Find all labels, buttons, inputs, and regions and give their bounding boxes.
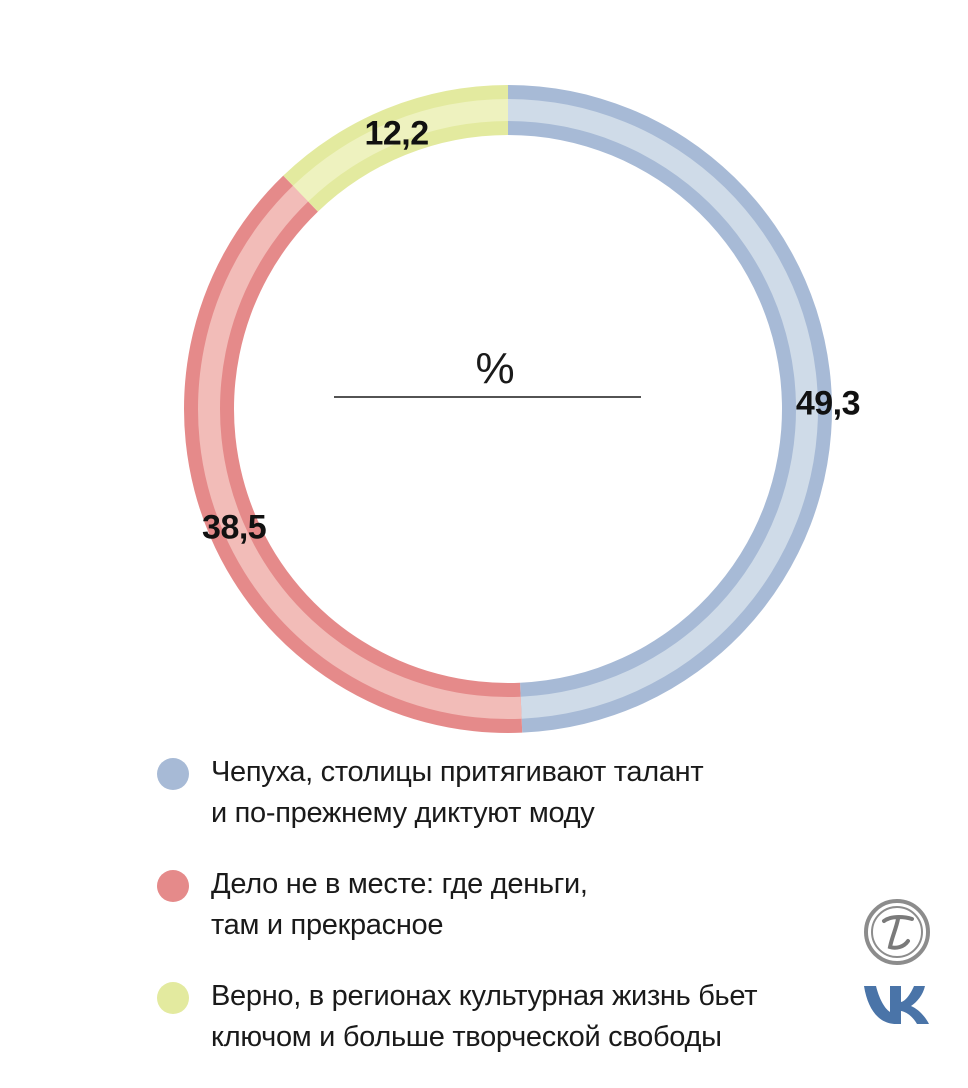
legend-item: Верно, в регионах культурная жизнь бьет … bbox=[157, 976, 777, 1058]
value-label-3: 12,2 bbox=[364, 115, 428, 153]
legend-item: Чепуха, столицы притягивают талант и по-… bbox=[157, 752, 777, 834]
newspaper-emblem-icon bbox=[864, 899, 930, 965]
donut-slice-3-inner-band bbox=[292, 99, 508, 202]
vk-logo-icon bbox=[864, 986, 929, 1024]
donut-slices bbox=[184, 85, 832, 733]
legend-label-line-2: там и прекрасное bbox=[211, 909, 444, 941]
legend-dot-yellow bbox=[157, 982, 189, 1014]
legend-item: Дело не в месте: где деньги, там и прекр… bbox=[157, 864, 777, 946]
legend-label-line-1: Чепуха, столицы притягивают талант bbox=[211, 756, 704, 788]
legend-dot-blue bbox=[157, 758, 189, 790]
donut-value-labels: 49,3 38,5 12,2 bbox=[202, 115, 860, 547]
value-label-1: 49,3 bbox=[796, 384, 860, 422]
legend-label-line-1: Дело не в месте: где деньги, bbox=[211, 868, 588, 900]
legend-label-line-2: ключом и больше творческой свободы bbox=[211, 1021, 722, 1053]
legend-dot-red bbox=[157, 870, 189, 902]
donut-slice-1-inner-band bbox=[508, 99, 819, 719]
legend: Чепуха, столицы притягивают талант и по-… bbox=[157, 752, 777, 1088]
donut-slice-2-inner-band bbox=[197, 185, 522, 719]
donut-slice-2 bbox=[184, 175, 523, 733]
donut-chart: 49,3 38,5 12,2 % bbox=[184, 85, 861, 733]
unit-label: % bbox=[475, 344, 514, 393]
legend-label-line-1: Верно, в регионах культурная жизнь бьет bbox=[211, 980, 758, 1012]
value-label-2: 38,5 bbox=[202, 508, 266, 546]
legend-label-line-2: и по-прежнему диктуют моду bbox=[211, 797, 595, 829]
donut-slice-1 bbox=[508, 85, 832, 733]
